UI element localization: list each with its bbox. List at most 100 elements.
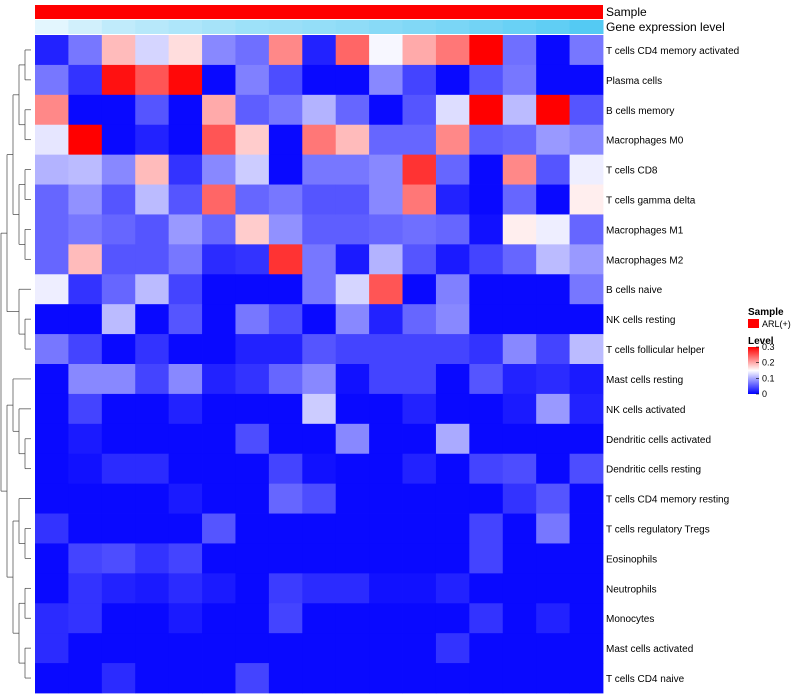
heatmap-cell xyxy=(402,35,437,66)
heatmap-cell xyxy=(335,364,370,395)
heatmap-cell xyxy=(68,124,103,156)
heatmap-cell xyxy=(435,184,470,215)
heatmap-cell xyxy=(469,214,504,245)
heatmap-cell xyxy=(135,214,170,245)
heatmap-cell xyxy=(335,573,370,604)
heatmap-cell xyxy=(435,423,470,455)
heatmap-cell xyxy=(435,94,470,126)
heatmap-cell xyxy=(469,364,504,395)
heatmap-cell xyxy=(435,64,470,96)
heatmap-cell xyxy=(502,184,537,215)
expression-track-cell xyxy=(268,20,303,34)
heatmap-cell xyxy=(402,663,437,694)
heatmap-cell xyxy=(168,633,203,664)
heatmap-cell xyxy=(268,244,303,275)
row-label: Mast cells activated xyxy=(606,644,693,655)
heatmap-cell xyxy=(302,364,337,395)
heatmap-cell xyxy=(335,543,370,574)
heatmap-cell xyxy=(202,483,236,514)
heatmap-cell xyxy=(335,603,370,634)
heatmap-cell xyxy=(235,94,270,126)
heatmap-cell xyxy=(502,124,537,156)
heatmap-cell xyxy=(202,633,236,664)
heatmap-cell xyxy=(369,543,403,574)
heatmap-cell xyxy=(268,304,303,335)
heatmap-cell xyxy=(202,513,236,544)
heatmap-cell xyxy=(35,334,69,365)
heatmap-cell xyxy=(369,124,403,156)
heatmap-cell xyxy=(302,184,337,215)
heatmap-cell xyxy=(536,513,570,544)
heatmap-cell xyxy=(569,124,604,156)
heatmap-cell xyxy=(101,184,136,215)
heatmap-cell xyxy=(168,184,203,215)
heatmap-cell xyxy=(569,453,604,485)
heatmap-cell xyxy=(402,94,437,126)
heatmap-cell xyxy=(502,334,537,365)
heatmap-cell xyxy=(302,274,337,305)
row-label: NK cells activated xyxy=(606,405,685,416)
heatmap-cell xyxy=(168,274,203,305)
heatmap-cell xyxy=(68,364,103,395)
heatmap-cell xyxy=(369,573,403,604)
heatmap-cell xyxy=(569,94,604,126)
heatmap-cell xyxy=(68,304,103,335)
heatmap-cell xyxy=(202,603,236,634)
heatmap-cell xyxy=(402,334,437,365)
heatmap-cell xyxy=(569,154,604,185)
heatmap-cell xyxy=(68,184,103,215)
heatmap-cell xyxy=(101,573,136,604)
heatmap-cell xyxy=(402,184,437,215)
heatmap-cell xyxy=(168,304,203,335)
heatmap-cell xyxy=(35,663,69,694)
heatmap-cell xyxy=(235,154,270,185)
heatmap-cell xyxy=(35,214,69,245)
heatmap-cell xyxy=(369,603,403,634)
heatmap-cell xyxy=(135,94,170,126)
heatmap-cell xyxy=(402,543,437,574)
heatmap-cell xyxy=(435,633,470,664)
heatmap-cell xyxy=(335,244,370,275)
heatmap-cell xyxy=(135,274,170,305)
heatmap-cell xyxy=(135,184,170,215)
heatmap-cell xyxy=(268,663,303,694)
heatmap-cell xyxy=(35,423,69,455)
heatmap-cell xyxy=(101,513,136,544)
heatmap-cell xyxy=(402,453,437,485)
annotation-tracks xyxy=(35,5,604,34)
heatmap-cell xyxy=(202,184,236,215)
heatmap-cell xyxy=(268,124,303,156)
heatmap-cell xyxy=(235,35,270,66)
heatmap-cell xyxy=(135,513,170,544)
expression-track-cell xyxy=(35,20,69,34)
heatmap-cell xyxy=(135,35,170,66)
heatmap-cell xyxy=(235,633,270,664)
legend-ticks: 0.3 0.2 0.1 0 xyxy=(756,342,775,399)
heatmap-cell xyxy=(302,64,337,96)
heatmap-cell xyxy=(35,483,69,514)
heatmap-cell xyxy=(235,663,270,694)
heatmap-cell xyxy=(435,393,470,425)
heatmap-cell xyxy=(35,64,69,96)
row-label: T cells gamma delta xyxy=(606,196,696,207)
heatmap-cell xyxy=(502,633,537,664)
row-label: Mast cells resting xyxy=(606,375,683,386)
heatmap-cell xyxy=(502,64,537,96)
heatmap-cell xyxy=(402,423,437,455)
heatmap-cell xyxy=(268,423,303,455)
heatmap-cell xyxy=(68,393,103,425)
heatmap-cell xyxy=(469,603,504,634)
heatmap-cell xyxy=(235,304,270,335)
heatmap-cell xyxy=(369,304,403,335)
heatmap-cell xyxy=(335,633,370,664)
expression-track-cell xyxy=(369,20,404,34)
heatmap-cell xyxy=(536,573,570,604)
heatmap-cell xyxy=(268,64,303,96)
expression-track-cell xyxy=(202,20,236,34)
heatmap-cell xyxy=(135,334,170,365)
heatmap-cell xyxy=(35,364,69,395)
heatmap-cell xyxy=(168,603,203,634)
expression-track-cell xyxy=(68,20,103,34)
heatmap-cell xyxy=(68,334,103,365)
heatmap-cell xyxy=(536,244,570,275)
